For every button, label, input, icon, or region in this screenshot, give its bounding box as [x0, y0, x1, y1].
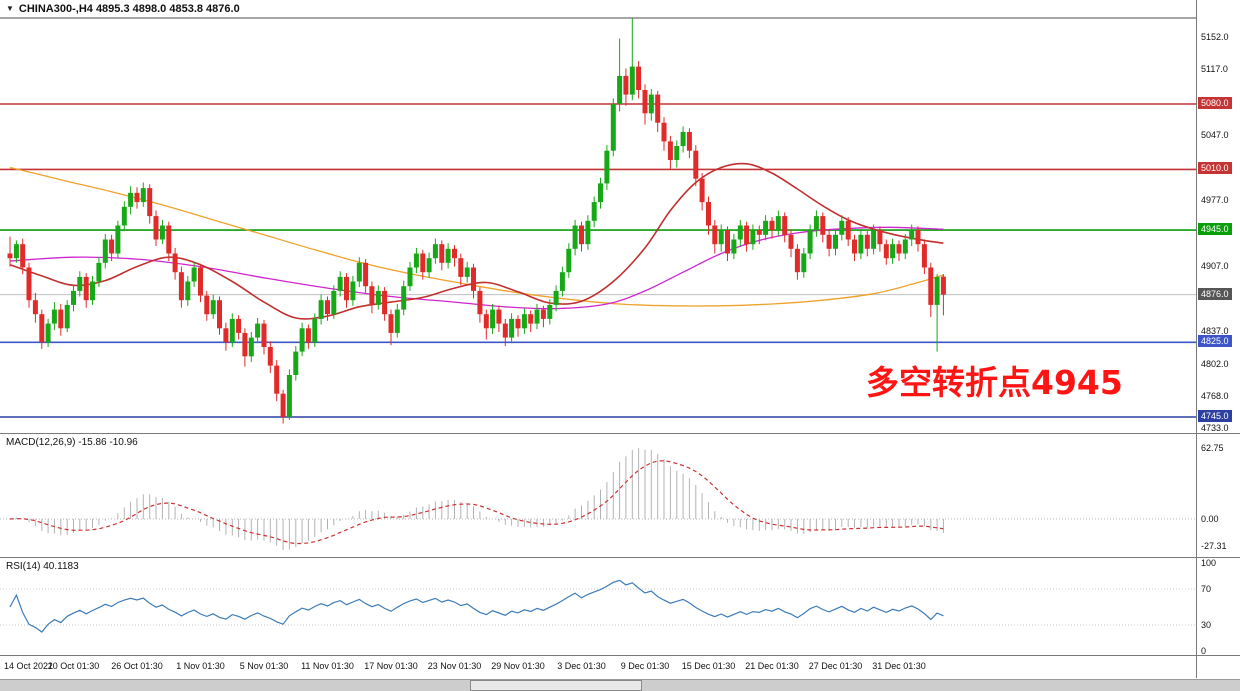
time-axis-label: 23 Nov 01:30 [427, 661, 482, 671]
axis-scale-label: 4768.0 [1201, 390, 1229, 401]
ma-smooth-red [9, 162, 944, 320]
panel-separator[interactable] [0, 433, 1240, 434]
axis-scale-label: 5117.0 [1201, 64, 1228, 75]
time-axis-label: 14 Oct 2021 [4, 661, 54, 671]
rsi-canvas[interactable] [0, 558, 1196, 655]
main-chart-canvas[interactable] [0, 0, 1196, 434]
price-tag-4876.0: 4876.0 [1198, 287, 1232, 300]
time-axis-label: 11 Nov 01:30 [301, 661, 354, 671]
ma-slow-orange [9, 166, 944, 307]
time-axis-label: 20 Oct 01:30 [47, 661, 100, 671]
axis-scale-label: 5152.0 [1201, 31, 1229, 42]
panel-separator[interactable] [0, 655, 1240, 656]
candles [7, 18, 946, 424]
time-axis-label: 17 Nov 01:30 [364, 661, 418, 671]
axis-scale-label: 62.75 [1201, 443, 1224, 453]
time-axis-label: 15 Dec 01:30 [681, 661, 736, 671]
axis-scale-label: 0.00 [1201, 514, 1219, 524]
chart-header: ▼ CHINA300-,H4 4895.3 4898.0 4853.8 4876… [6, 3, 240, 15]
panel-separator[interactable] [0, 557, 1240, 558]
macd-label: MACD(12,26,9) -15.86 -10.96 [6, 437, 138, 448]
annotation-text[interactable]: 多空转折点4945 [866, 363, 1123, 402]
time-axis-label: 31 Dec 01:30 [872, 661, 926, 671]
time-axis-label: 29 Nov 01:30 [491, 661, 545, 671]
price-tag-4745.0: 4745.0 [1198, 410, 1232, 422]
scrollbar-thumb[interactable] [470, 680, 642, 691]
axis-scale-label: -27.31 [1201, 541, 1227, 551]
axis-scale-label: 70 [1201, 584, 1212, 594]
time-axis-label: 21 Dec 01:30 [745, 661, 799, 671]
collapse-arrow-icon[interactable]: ▼ [6, 4, 14, 13]
axis-scale-label: 30 [1201, 620, 1212, 630]
price-axis-border [1196, 0, 1197, 678]
price-tag-5080.0: 5080.0 [1198, 97, 1232, 109]
time-axis-label: 26 Oct 01:30 [111, 661, 163, 671]
macd-histogram [15, 448, 944, 550]
axis-scale-label: 5047.0 [1201, 129, 1229, 140]
time-axis-label: 5 Nov 01:30 [239, 661, 289, 671]
macd-canvas[interactable] [0, 434, 1196, 557]
axis-scale-label: 0 [1201, 646, 1207, 656]
price-axis[interactable]: 5152.0 5117.0 5047.0 4977.0 4907.0 4837.0 4802… [1197, 0, 1240, 678]
price-tag-4945.0: 4945.0 [1198, 223, 1232, 236]
time-axis-label: 1 Nov 01:30 [176, 661, 225, 671]
time-axis-label: 9 Dec 01:30 [620, 661, 670, 671]
time-axis-label: 27 Dec 01:30 [808, 661, 863, 671]
price-tag-4825.0: 4825.0 [1198, 335, 1232, 348]
macd-signal-line [9, 460, 944, 545]
price-tag-5010.0: 5010.0 [1198, 162, 1232, 175]
rsi-label: RSI(14) 40.1183 [6, 561, 79, 572]
axis-scale-label: 4802.0 [1201, 358, 1229, 369]
symbol-ohlc-title: CHINA300-,H4 4895.3 4898.0 4853.8 4876.0 [18, 3, 240, 15]
time-axis[interactable]: 14 Oct 2021 20 Oct 01:30 26 Oct 01:30 1 Nov… [0, 656, 1240, 678]
time-axis-label: 3 Dec 01:30 [557, 661, 606, 671]
axis-scale-label: 4837.0 [1201, 326, 1229, 337]
axis-scale-label: 4907.0 [1201, 260, 1229, 271]
axis-scale-label: 4977.0 [1201, 195, 1229, 206]
horizontal-scrollbar[interactable] [0, 679, 1240, 691]
axis-scale-label: 4733.0 [1201, 423, 1229, 434]
axis-scale-label: 100 [1201, 558, 1217, 568]
rsi-line [9, 579, 944, 633]
